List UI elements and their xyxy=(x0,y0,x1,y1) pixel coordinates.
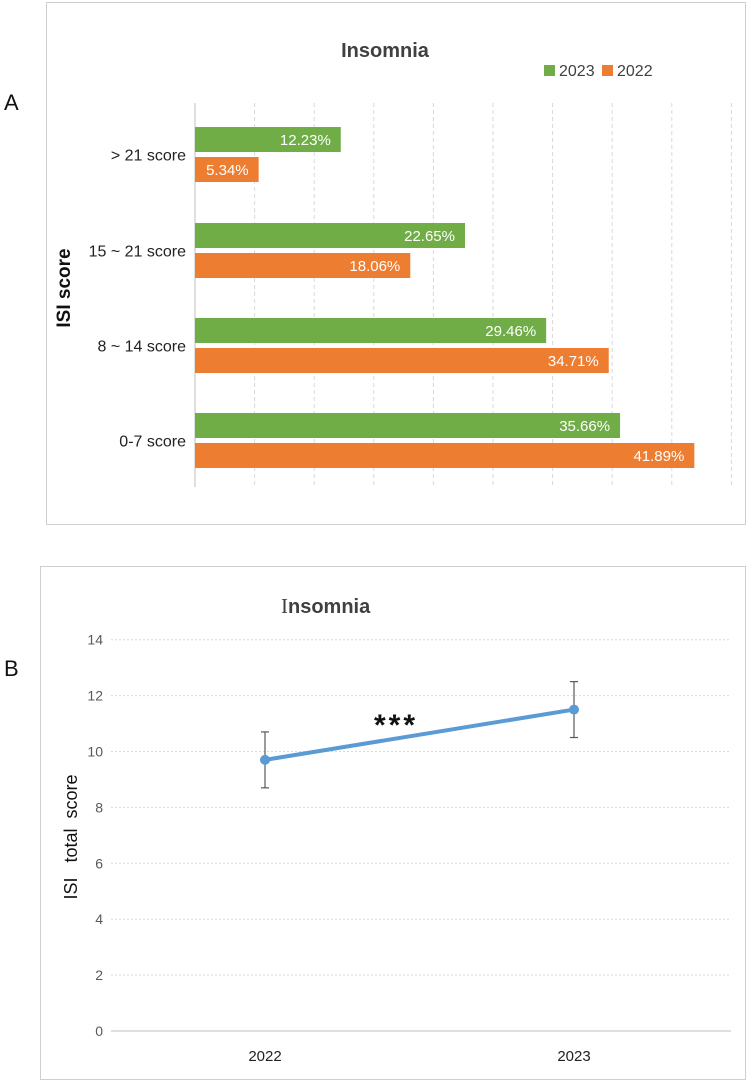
line-chart: 0 2 4 6 8 10 12 14 Insomnia ISI total score 2022 20… xyxy=(61,594,731,1065)
bar-2023 xyxy=(195,318,547,343)
bar-2022 xyxy=(195,253,411,278)
y-tick-label: 4 xyxy=(95,911,103,927)
bar-2022 xyxy=(195,348,609,373)
legend-swatch-2022 xyxy=(602,65,613,76)
category-label: 0-7 score xyxy=(119,434,186,451)
legend-swatch-2023 xyxy=(544,65,555,76)
significance-annotation: *** xyxy=(374,709,418,742)
bar-2023 xyxy=(195,127,341,152)
bar-chart-panel: Insomnia 2023 2022 ISI score > 21 score 12.23… xyxy=(46,2,746,525)
bar-2022 xyxy=(195,157,259,182)
panel-a-letter: A xyxy=(4,90,19,115)
data-label: 41.89% xyxy=(633,448,684,465)
data-label: 22.65% xyxy=(404,228,455,245)
bar-2023 xyxy=(195,413,621,438)
y-tick-label: 10 xyxy=(87,744,103,760)
panel-b-letter: B xyxy=(4,656,19,681)
x-tick-label: 2022 xyxy=(248,1048,281,1065)
series-line xyxy=(264,707,575,762)
data-label: 35.66% xyxy=(559,418,610,435)
category-label: 15 ~ 21 score xyxy=(89,244,187,261)
data-label: 18.06% xyxy=(349,258,400,275)
chart-title: Insomnia xyxy=(341,40,430,62)
legend-label-2022: 2022 xyxy=(617,63,653,80)
data-point xyxy=(260,754,270,765)
category-label: 8 ~ 14 score xyxy=(98,339,187,356)
y-tick-label: 8 xyxy=(95,799,103,815)
chart-title: Insomnia xyxy=(281,594,371,618)
line-chart-panel: 0 2 4 6 8 10 12 14 Insomnia ISI total score 2022 20… xyxy=(40,566,746,1080)
legend-label-2023: 2023 xyxy=(559,63,595,80)
y-tick-label: 14 xyxy=(87,632,103,648)
y-axis-label: ISI score xyxy=(54,248,75,327)
y-tick-label: 2 xyxy=(95,967,103,983)
y-tick-label: 12 xyxy=(87,688,103,704)
data-point xyxy=(569,704,579,715)
bar-chart: Insomnia 2023 2022 ISI score > 21 score 12.23… xyxy=(54,40,732,487)
y-tick-label: 6 xyxy=(95,855,103,871)
bar-2023 xyxy=(195,223,465,248)
y-axis-label: ISI total score xyxy=(61,774,81,899)
x-tick-label: 2023 xyxy=(557,1048,590,1065)
y-tick-label: 0 xyxy=(95,1023,103,1039)
data-label: 5.34% xyxy=(206,162,249,179)
chart-title-rest: nsomnia xyxy=(288,596,371,618)
data-label: 12.23% xyxy=(280,132,331,149)
chart-title-first-letter: I xyxy=(281,594,288,618)
category-label: > 21 score xyxy=(111,148,186,165)
data-label: 34.71% xyxy=(548,353,599,370)
data-label: 29.46% xyxy=(485,323,536,340)
bar-2022 xyxy=(195,443,695,468)
